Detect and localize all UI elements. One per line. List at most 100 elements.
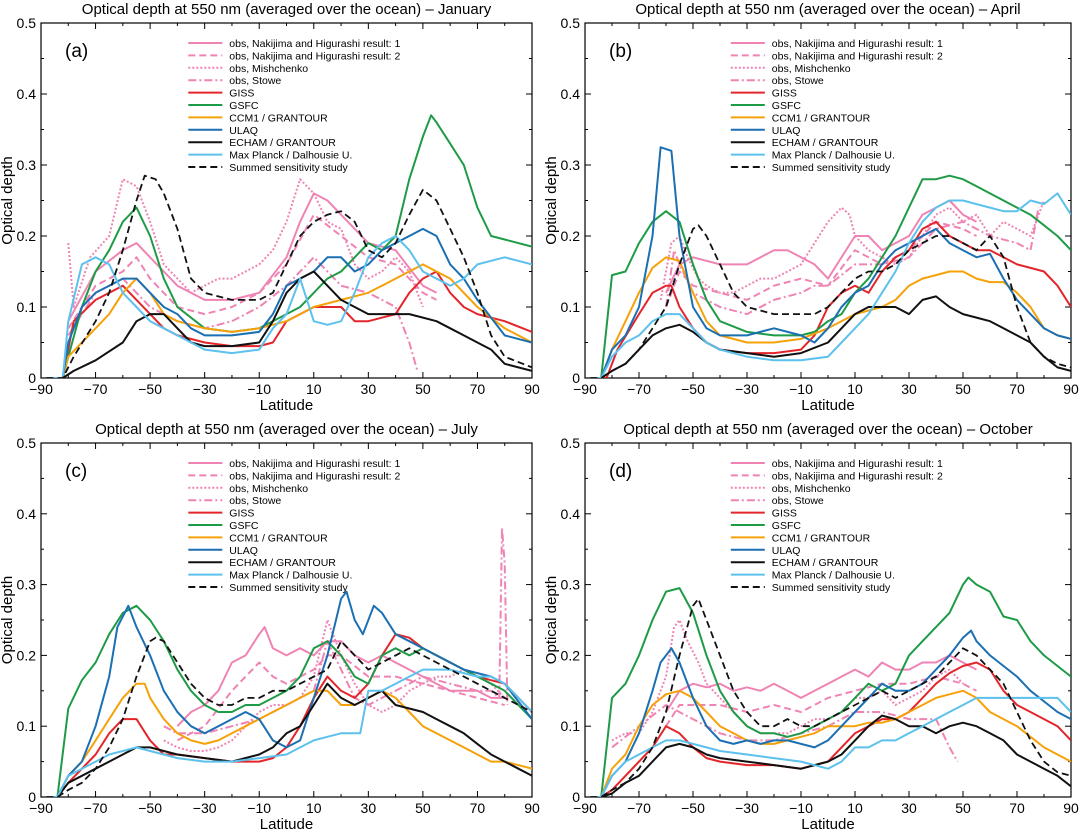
- x-tick-label: −90: [573, 800, 597, 816]
- legend-entry-5: GSFC: [772, 100, 802, 112]
- y-tick-label: 0.4: [561, 506, 581, 522]
- series-line-4: [46, 633, 532, 797]
- series-line-0: [176, 626, 505, 727]
- series-line-4: [590, 661, 1071, 797]
- series-line-5: [590, 174, 1071, 378]
- y-tick-label: 0.5: [17, 15, 37, 31]
- series-line-8: [590, 714, 1071, 797]
- legend-entry-2: obs, Mishchenko: [229, 63, 308, 75]
- legend-entry-3: obs, Stowe: [772, 495, 824, 507]
- legend-entry-0: obs, Nakijima and Higurashi result: 1: [229, 458, 400, 470]
- y-tick-label: 0.2: [561, 647, 581, 663]
- series-line-10: [46, 174, 532, 378]
- x-tick-label: 50: [955, 800, 971, 816]
- x-tick-label: 50: [415, 381, 431, 397]
- y-axis-label: Optical depth: [0, 576, 16, 664]
- legend-entry-5: GSFC: [772, 520, 802, 532]
- y-tick-label: 0.3: [17, 157, 37, 173]
- series-line-2: [67, 178, 424, 308]
- legend-entry-1: obs, Nakijima and Higurashi result: 2: [229, 470, 400, 482]
- x-axis-label: Latitude: [260, 397, 313, 414]
- legend-entry-4: GISS: [772, 88, 797, 100]
- legend-entry-10: Summed sensitivity study: [229, 162, 348, 174]
- panel-label: (c): [65, 461, 87, 482]
- series-lines: [46, 114, 532, 378]
- legend-entry-4: GISS: [229, 88, 254, 100]
- x-tick-label: −50: [681, 800, 705, 816]
- series-line-3: [163, 527, 509, 735]
- x-tick-label: −10: [789, 800, 813, 816]
- panel-label: (a): [65, 41, 88, 62]
- x-tick-label: −10: [247, 381, 271, 397]
- y-tick-label: 0.3: [561, 157, 581, 173]
- x-tick-label: 30: [361, 800, 377, 816]
- x-tick-label: 70: [1009, 381, 1025, 397]
- series-line-7: [590, 629, 1071, 797]
- x-tick-label: 10: [306, 800, 322, 816]
- series-line-10: [46, 636, 532, 797]
- x-tick-label: 50: [955, 381, 971, 397]
- chart-panel-c: Optical depth at 550 nm (averaged over t…: [0, 421, 540, 833]
- legend-entry-3: obs, Stowe: [229, 495, 281, 507]
- legend-entry-8: ECHAM / GRANTOUR: [772, 137, 879, 149]
- legend-entry-2: obs, Mishchenko: [772, 483, 851, 495]
- legend-entry-9: Max Planck / Dalhousie U.: [772, 150, 895, 162]
- series-lines: [590, 146, 1071, 378]
- x-tick-label: −50: [138, 800, 162, 816]
- series-line-9: [46, 668, 532, 797]
- legend-entry-7: ULAQ: [229, 545, 258, 557]
- x-tick-label: −30: [735, 800, 759, 816]
- x-tick-label: −70: [84, 381, 108, 397]
- legend-entry-9: Max Planck / Dalhousie U.: [772, 570, 895, 582]
- x-tick-label: −90: [29, 800, 53, 816]
- y-tick-label: 0.1: [561, 299, 581, 315]
- y-tick-label: 0.2: [561, 228, 581, 244]
- series-line-0: [665, 199, 977, 294]
- x-tick-label: −30: [193, 800, 217, 816]
- x-tick-label: 30: [361, 381, 377, 397]
- legend-entry-0: obs, Nakijima and Higurashi result: 1: [772, 458, 943, 470]
- plot-frame: [40, 22, 533, 379]
- y-axis-label: Optical depth: [543, 156, 560, 244]
- legend-entry-4: GISS: [772, 508, 797, 520]
- legend-entry-6: CCM1 / GRANTOUR: [229, 112, 328, 124]
- legend-entry-9: Max Planck / Dalhousie U.: [229, 150, 352, 162]
- legend-entry-5: GSFC: [229, 520, 259, 532]
- y-tick-label: 0: [572, 789, 580, 805]
- chart-panel-d: Optical depth at 550 nm (averaged over t…: [543, 421, 1079, 833]
- y-tick-label: 0.1: [561, 718, 581, 734]
- y-tick-label: 0.4: [17, 506, 37, 522]
- legend: obs, Nakijima and Higurashi result: 1 obs…: [730, 458, 943, 594]
- legend-entry-1: obs, Nakijima and Higurashi result: 2: [229, 50, 400, 62]
- x-tick-label: 90: [524, 800, 540, 816]
- series-line-7: [46, 590, 532, 797]
- y-tick-label: 0.1: [17, 718, 37, 734]
- y-axis-label: Optical depth: [0, 156, 16, 244]
- y-tick-label: 0.5: [561, 435, 581, 451]
- legend-entry-6: CCM1 / GRANTOUR: [772, 532, 871, 544]
- legend-entry-3: obs, Stowe: [229, 75, 281, 87]
- x-axis-label: Latitude: [260, 816, 313, 833]
- x-tick-label: −50: [681, 381, 705, 397]
- y-tick-label: 0.2: [17, 647, 37, 663]
- legend-entry-0: obs, Nakijima and Higurashi result: 1: [229, 38, 400, 50]
- y-tick-label: 0.5: [561, 15, 581, 31]
- x-tick-label: 70: [1009, 800, 1025, 816]
- panel-label: (b): [609, 41, 632, 62]
- legend-entry-7: ULAQ: [229, 125, 258, 137]
- y-tick-label: 0.1: [17, 299, 37, 315]
- chart-title: Optical depth at 550 nm (averaged over t…: [82, 1, 492, 18]
- y-axis-label: Optical depth: [543, 576, 560, 664]
- legend-entry-8: ECHAM / GRANTOUR: [229, 137, 336, 149]
- x-tick-label: −10: [789, 381, 813, 397]
- x-tick-label: 90: [524, 381, 540, 397]
- y-tick-label: 0.5: [17, 435, 37, 451]
- series-line-6: [46, 682, 532, 797]
- legend-entry-10: Summed sensitivity study: [772, 582, 891, 594]
- legend-entry-0: obs, Nakijima and Higurashi result: 1: [772, 38, 943, 50]
- legend-entry-6: CCM1 / GRANTOUR: [229, 532, 328, 544]
- series-line-9: [590, 696, 1071, 797]
- x-tick-label: 50: [415, 800, 431, 816]
- x-tick-label: −30: [735, 381, 759, 397]
